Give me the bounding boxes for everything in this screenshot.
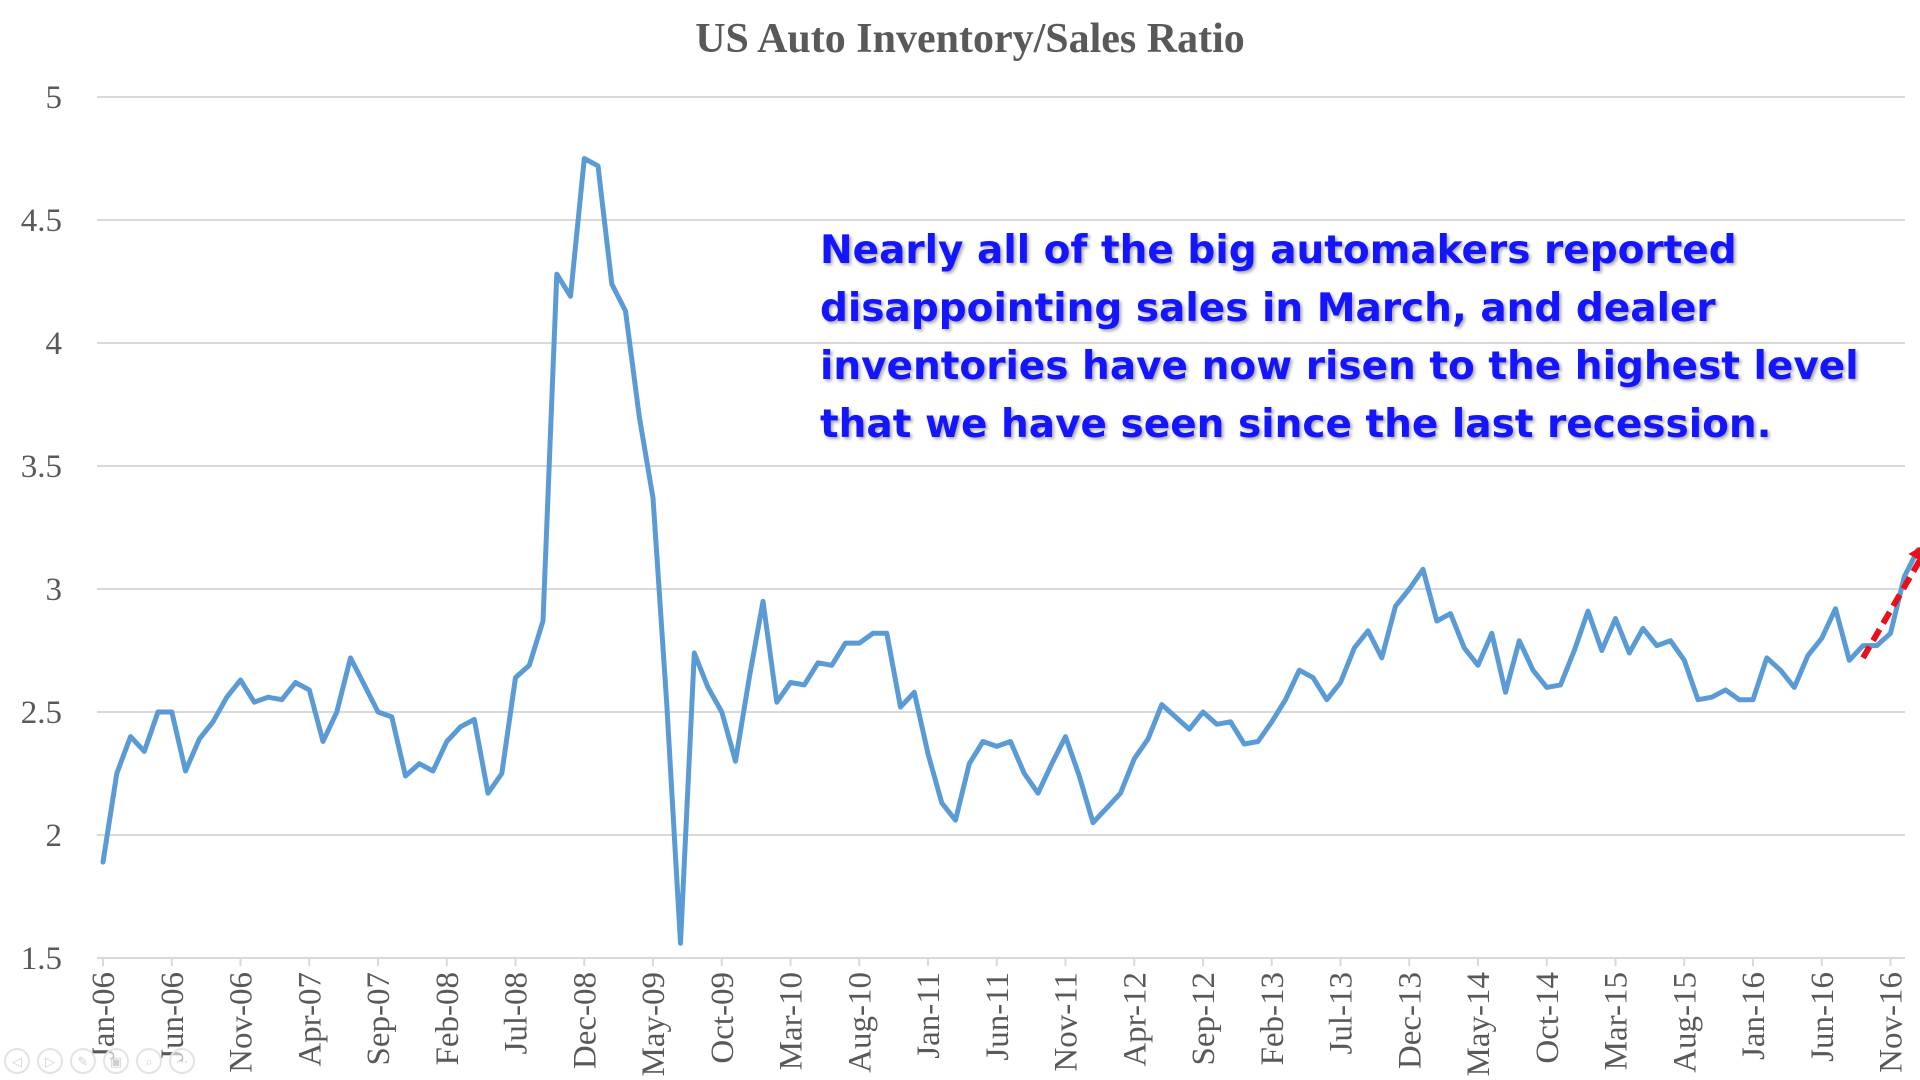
x-tick-label: Sep-07 [361, 972, 397, 1066]
y-tick-label: 1.5 [21, 941, 62, 977]
annotation-line: that we have seen since the last recessi… [820, 402, 1772, 447]
x-tick-label: Aug-15 [1667, 972, 1703, 1073]
x-tick-label: Jun-06 [155, 972, 191, 1062]
series-layer [100, 156, 1920, 946]
chart-title: US Auto Inventory/Sales Ratio [695, 16, 1245, 62]
x-tick-label: Dec-13 [1392, 972, 1428, 1069]
slides-icon[interactable]: ▣ [103, 1048, 129, 1074]
x-tick-label: Apr-07 [292, 972, 328, 1067]
more-icon[interactable]: ⋯ [169, 1048, 195, 1074]
x-tick-label: Feb-08 [430, 972, 466, 1066]
gridlines [97, 96, 1905, 836]
y-tick-label: 4 [46, 326, 63, 362]
y-axis: 1.5 2 2.5 3 3.5 4 4.5 5 [21, 80, 62, 977]
y-tick-label: 5 [46, 80, 63, 116]
x-tick-label: Oct-14 [1530, 972, 1566, 1064]
y-tick-label: 3.5 [21, 449, 62, 485]
pen-icon[interactable]: ✎ [70, 1048, 96, 1074]
annotation-line: inventories have now risen to the highes… [820, 344, 1859, 389]
slide-nav-controls: ◁ ▷ ✎ ▣ ⌕ ⋯ [4, 1048, 195, 1074]
y-tick-label: 2 [46, 818, 63, 854]
x-tick-label: Feb-13 [1255, 972, 1291, 1066]
x-tick-label: Dec-08 [567, 972, 603, 1069]
x-tick-label: Nov-06 [224, 972, 260, 1073]
zoom-icon[interactable]: ⌕ [136, 1048, 162, 1074]
y-tick-label: 3 [46, 572, 63, 608]
x-tick-label: Apr-12 [1117, 972, 1153, 1067]
x-tick-label: Oct-09 [705, 972, 741, 1064]
annotation-line: Nearly all of the big automakers reporte… [820, 228, 1737, 273]
x-tick-label: Jun-16 [1805, 972, 1841, 1062]
x-tick-label: Nov-16 [1874, 972, 1910, 1073]
annotation-text: Nearly all of the big automakers reporte… [820, 222, 1860, 454]
x-tick-label: Jun-11 [980, 972, 1016, 1061]
arrow-left-icon[interactable]: ◁ [4, 1048, 30, 1074]
x-tick-label: Jan-06 [86, 972, 122, 1060]
x-tick-label: May-14 [1461, 972, 1497, 1076]
x-tick-label: Aug-10 [842, 972, 878, 1073]
x-tick-label: Jul-08 [499, 972, 535, 1055]
trend-arrow-head [1908, 546, 1920, 561]
x-axis: Jan-06 Jun-06 Nov-06 Apr-07 Sep-07 Feb-08 Jul-… [86, 957, 1910, 1076]
x-tick-label: Jul-13 [1324, 972, 1360, 1055]
y-tick-label: 2.5 [21, 695, 62, 731]
trend-arrow [1860, 546, 1920, 660]
annotation-line: disappointing sales in March, and dealer [820, 286, 1716, 331]
x-tick-label: Mar-15 [1599, 972, 1635, 1070]
x-tick-label: Sep-12 [1186, 972, 1222, 1066]
x-tick-label: Mar-10 [774, 972, 810, 1070]
x-tick-label: Nov-11 [1049, 972, 1085, 1072]
arrow-right-icon[interactable]: ▷ [37, 1048, 63, 1074]
x-tick-label: Jan-16 [1736, 972, 1772, 1060]
x-tick-label: Jan-11 [911, 972, 947, 1059]
x-tick-label: May-09 [636, 972, 672, 1076]
series-line [100, 156, 1920, 946]
y-tick-label: 4.5 [21, 203, 62, 239]
